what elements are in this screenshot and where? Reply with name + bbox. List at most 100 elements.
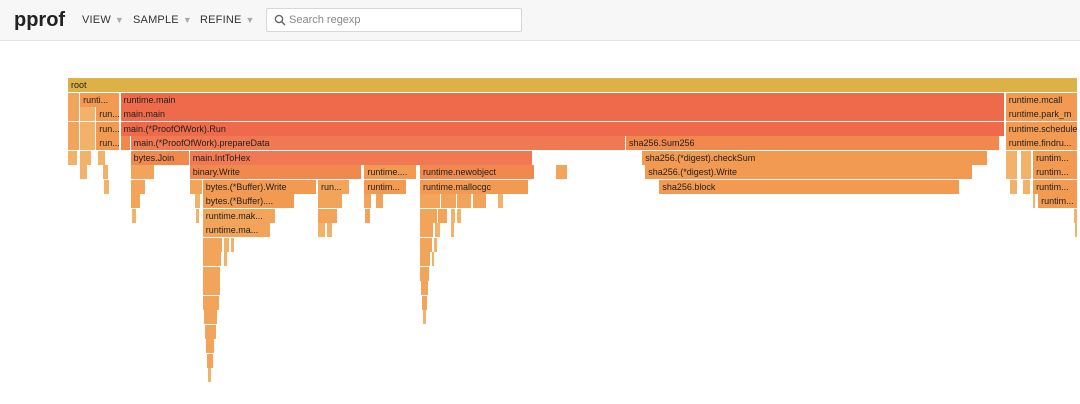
- flame-frame[interactable]: [194, 194, 201, 208]
- flame-frame[interactable]: bytes.Join: [130, 150, 190, 165]
- flame-frame[interactable]: [202, 252, 222, 266]
- flame-frame[interactable]: [207, 368, 212, 382]
- flame-frame[interactable]: run...: [96, 121, 121, 136]
- flame-frame[interactable]: sha256.(*digest).checkSum: [642, 150, 988, 165]
- flame-frame[interactable]: [131, 208, 137, 223]
- flame-frame[interactable]: [224, 237, 231, 252]
- flame-frame[interactable]: [451, 223, 456, 237]
- flame-frame[interactable]: [435, 223, 442, 237]
- flame-frame[interactable]: bytes.(*Buffer)....: [202, 194, 295, 208]
- sample-menu[interactable]: SAMPLE ▼: [133, 14, 192, 26]
- flame-frame[interactable]: [80, 121, 97, 136]
- flame-frame[interactable]: [420, 237, 434, 252]
- flame-frame[interactable]: [420, 266, 431, 281]
- flame-frame[interactable]: [80, 136, 97, 150]
- flame-frame[interactable]: [130, 194, 141, 208]
- flame-frame[interactable]: [68, 92, 81, 107]
- flame-frame[interactable]: runtime.schedule: [1005, 121, 1078, 136]
- flame-frame[interactable]: runtime.main: [120, 92, 1006, 107]
- flame-frame[interactable]: [206, 353, 214, 368]
- flame-frame[interactable]: [68, 136, 81, 150]
- view-menu[interactable]: VIEW ▼: [82, 14, 124, 26]
- flame-frame[interactable]: [365, 208, 372, 223]
- flame-frame[interactable]: [420, 208, 439, 223]
- flame-frame[interactable]: runtim...: [1033, 179, 1078, 194]
- flame-frame[interactable]: [202, 281, 221, 295]
- flame-frame[interactable]: [421, 281, 430, 295]
- flame-frame[interactable]: [204, 324, 217, 339]
- flame-frame[interactable]: [224, 252, 228, 266]
- flame-frame[interactable]: [438, 208, 449, 223]
- flame-frame[interactable]: [318, 223, 327, 237]
- flame-frame[interactable]: [68, 150, 79, 165]
- flame-frame[interactable]: [422, 295, 429, 310]
- flame-frame[interactable]: sha256.(*digest).Write: [645, 165, 974, 179]
- flame-frame[interactable]: [1074, 223, 1078, 237]
- flame-frame[interactable]: runtime.newobject: [420, 165, 536, 179]
- flame-frame[interactable]: bytes.(*Buffer).Write: [202, 179, 317, 194]
- flame-frame[interactable]: [231, 237, 236, 252]
- flame-frame[interactable]: [457, 208, 463, 223]
- flame-frame[interactable]: [420, 194, 442, 208]
- flame-frame[interactable]: runtime.mak...: [202, 208, 277, 223]
- search-input[interactable]: [289, 10, 517, 30]
- flame-frame[interactable]: [189, 179, 203, 194]
- flame-frame[interactable]: runtim...: [1033, 165, 1078, 179]
- flame-frame[interactable]: [1009, 179, 1018, 194]
- flame-frame[interactable]: runtim...: [364, 179, 408, 194]
- flame-frame[interactable]: runtim...: [1033, 150, 1078, 165]
- flame-frame[interactable]: [103, 165, 110, 179]
- flame-frame[interactable]: [472, 194, 487, 208]
- flame-frame[interactable]: [202, 266, 221, 281]
- flame-frame[interactable]: main.(*ProofOfWork).Run: [120, 121, 1006, 136]
- flame-frame[interactable]: [327, 223, 334, 237]
- flame-frame[interactable]: [195, 208, 200, 223]
- flame-frame[interactable]: runti...: [80, 92, 121, 107]
- flame-frame[interactable]: sha256.Sum256: [626, 136, 1000, 150]
- flame-frame[interactable]: [1005, 165, 1018, 179]
- flame-frame[interactable]: [98, 150, 107, 165]
- flame-frame[interactable]: runtime.mcall: [1005, 92, 1078, 107]
- flame-frame[interactable]: [457, 194, 473, 208]
- flame-frame[interactable]: [1073, 208, 1078, 223]
- flame-frame[interactable]: [434, 237, 439, 252]
- flame-frame[interactable]: main.(*ProofOfWork).prepareData: [130, 136, 626, 150]
- flame-frame[interactable]: run...: [318, 179, 350, 194]
- flame-frame[interactable]: runtim...: [1038, 194, 1078, 208]
- flame-frame[interactable]: [202, 237, 223, 252]
- flame-frame[interactable]: main.main: [120, 107, 1006, 121]
- flame-frame[interactable]: [1023, 179, 1032, 194]
- flame-frame[interactable]: [68, 121, 81, 136]
- flame-frame[interactable]: run...: [96, 107, 121, 121]
- flame-frame[interactable]: [104, 179, 111, 194]
- flame-frame[interactable]: [120, 136, 131, 150]
- flame-frame[interactable]: runtime.park_m: [1005, 107, 1078, 121]
- flame-frame[interactable]: [556, 165, 569, 179]
- flame-frame[interactable]: [80, 107, 97, 121]
- flame-frame[interactable]: [202, 295, 220, 310]
- flame-frame[interactable]: runtime.ma...: [202, 223, 272, 237]
- flame-frame[interactable]: run...: [96, 136, 121, 150]
- flame-frame[interactable]: [80, 165, 89, 179]
- flame-frame[interactable]: runtime.mallocgc: [420, 179, 530, 194]
- flame-frame[interactable]: [1020, 165, 1032, 179]
- flame-frame[interactable]: [420, 223, 435, 237]
- flame-frame[interactable]: [130, 179, 146, 194]
- flame-frame[interactable]: [80, 150, 93, 165]
- refine-menu[interactable]: REFINE ▼: [200, 14, 255, 26]
- flame-frame[interactable]: [420, 252, 432, 266]
- flame-frame[interactable]: sha256.block: [659, 179, 961, 194]
- flame-frame[interactable]: binary.Write: [189, 165, 363, 179]
- flame-frame[interactable]: [68, 107, 81, 121]
- flame-frame[interactable]: [497, 194, 504, 208]
- flame-frame[interactable]: [364, 194, 373, 208]
- flame-frame[interactable]: main.IntToHex: [189, 150, 534, 165]
- flame-frame-root[interactable]: root: [68, 78, 1078, 92]
- flame-frame[interactable]: [205, 339, 215, 353]
- flame-frame[interactable]: runtime.findru...: [1005, 136, 1078, 150]
- flame-frame[interactable]: [318, 194, 344, 208]
- flame-frame[interactable]: [1005, 150, 1018, 165]
- flame-frame[interactable]: [203, 310, 218, 324]
- flame-frame[interactable]: [318, 208, 339, 223]
- search-box[interactable]: [266, 8, 522, 32]
